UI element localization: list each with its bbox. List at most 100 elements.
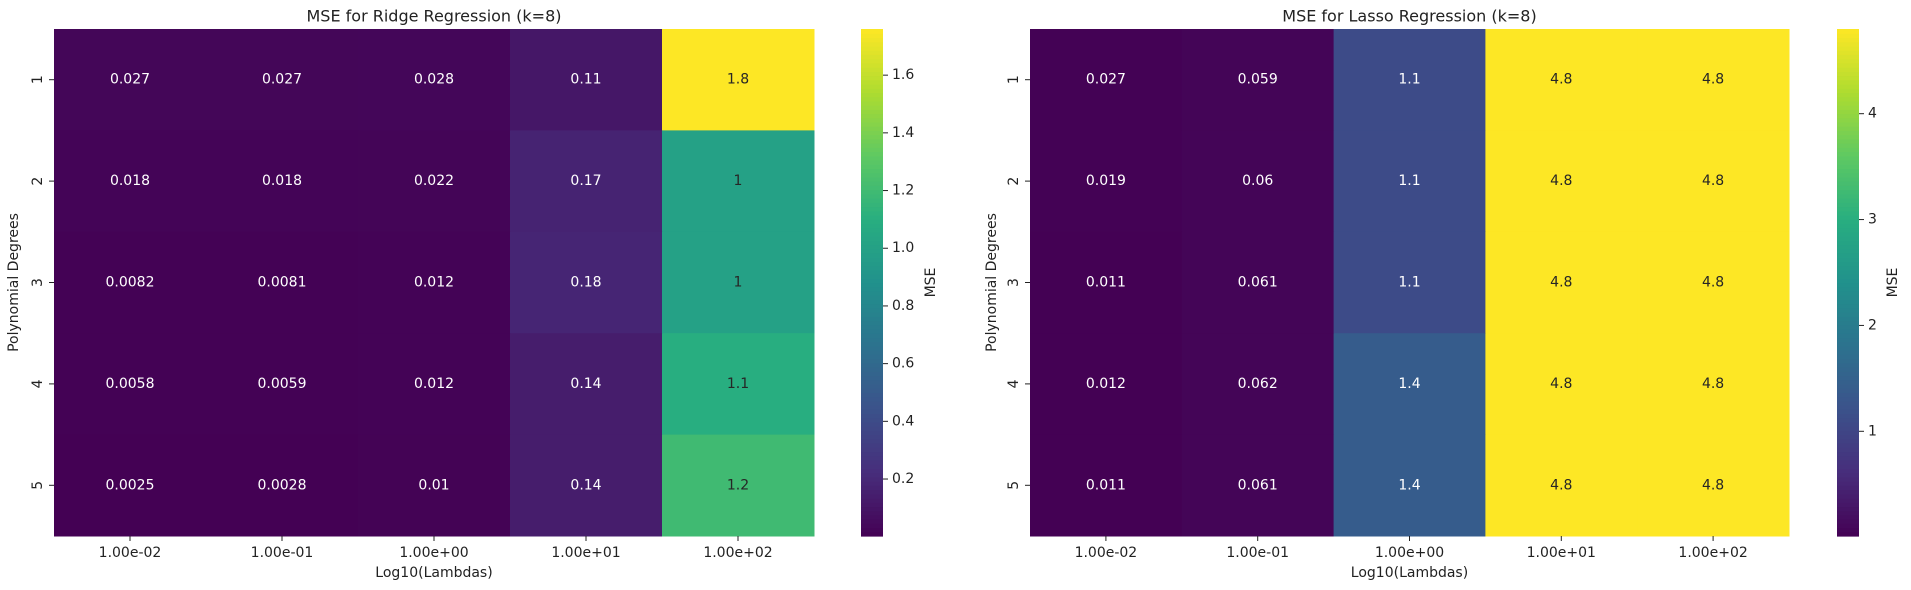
colorbar-segment bbox=[861, 210, 883, 216]
colorbar-segment bbox=[861, 523, 883, 529]
colorbar-segment bbox=[861, 147, 883, 153]
colorbar-segment bbox=[861, 413, 883, 419]
cell-label: 0.059 bbox=[1238, 72, 1278, 88]
cell-label: 0.019 bbox=[1086, 173, 1126, 189]
colorbar-segment bbox=[861, 257, 883, 262]
colorbar-segment bbox=[1837, 421, 1859, 427]
colorbar-segment bbox=[861, 168, 883, 174]
colorbar-segment bbox=[1837, 286, 1859, 292]
colorbar-segment bbox=[1837, 506, 1859, 512]
heatmap-cell bbox=[510, 29, 663, 131]
colorbar-segment bbox=[861, 189, 883, 195]
colorbar-segment bbox=[1837, 33, 1859, 39]
y-tick-label: 5 bbox=[30, 481, 46, 490]
x-tick-label: 1.00e-02 bbox=[1075, 545, 1138, 561]
chart-title: MSE for Ridge Regression (k=8) bbox=[307, 7, 562, 26]
colorbar-segment bbox=[861, 227, 883, 233]
colorbar-segment bbox=[861, 358, 883, 364]
cell-label: 1.1 bbox=[1398, 173, 1420, 189]
heatmap-cell bbox=[510, 333, 663, 436]
colorbar-segment bbox=[861, 299, 883, 305]
colorbar-segment bbox=[861, 231, 883, 237]
y-tick-label: 2 bbox=[1006, 177, 1022, 186]
colorbar-segment bbox=[1837, 88, 1859, 93]
colorbar-segment bbox=[1837, 105, 1859, 110]
colorbar-segment bbox=[1837, 464, 1859, 469]
colorbar-segment bbox=[1837, 354, 1859, 360]
colorbar-segment bbox=[861, 151, 883, 157]
colorbar-segment bbox=[1837, 117, 1859, 123]
colorbar-segment bbox=[861, 88, 883, 93]
heatmap-cell bbox=[358, 29, 511, 131]
heatmap-cell bbox=[510, 231, 663, 334]
heatmap-cell bbox=[662, 434, 815, 537]
cell-label: 0.011 bbox=[1086, 275, 1126, 291]
colorbar-segment bbox=[861, 269, 883, 275]
colorbar-segment bbox=[1837, 299, 1859, 305]
heatmap-cell bbox=[358, 231, 511, 334]
colorbar-segment bbox=[861, 121, 883, 127]
colorbar-label: MSE bbox=[1885, 268, 1901, 298]
cell-label: 1.4 bbox=[1398, 477, 1420, 493]
cell-label: 1.1 bbox=[1398, 275, 1420, 291]
x-axis-label: Log10(Lambdas) bbox=[375, 565, 492, 581]
colorbar-segment bbox=[861, 79, 883, 85]
colorbar-segment bbox=[861, 371, 883, 377]
colorbar-segment bbox=[861, 164, 883, 170]
colorbar-segment bbox=[861, 354, 883, 360]
heatmap-cell bbox=[662, 333, 815, 436]
heatmap-cell bbox=[206, 231, 359, 334]
heatmap-cell bbox=[358, 434, 511, 537]
colorbar-segment bbox=[861, 510, 883, 516]
colorbar-segment bbox=[1837, 231, 1859, 237]
cell-label: 0.027 bbox=[1086, 72, 1126, 88]
colorbar-segment bbox=[861, 434, 883, 440]
heatmap-cell bbox=[54, 434, 207, 537]
colorbar-tick-label: 1.2 bbox=[892, 183, 914, 199]
heatmap-cell bbox=[1485, 231, 1638, 334]
colorbar-segment bbox=[1837, 485, 1859, 491]
colorbar-segment bbox=[1837, 472, 1859, 478]
colorbar-segment bbox=[1837, 227, 1859, 233]
cell-label: 1 bbox=[734, 275, 743, 291]
colorbar-segment bbox=[1837, 451, 1859, 457]
colorbar-segment bbox=[1837, 176, 1859, 182]
colorbar-segment bbox=[1837, 164, 1859, 170]
colorbar-segment bbox=[1837, 265, 1859, 271]
colorbar-segment bbox=[861, 214, 883, 220]
colorbar-segment bbox=[861, 459, 883, 465]
colorbar-segment bbox=[861, 502, 883, 508]
colorbar-segment bbox=[1837, 244, 1859, 250]
colorbar-segment bbox=[861, 282, 883, 288]
colorbar-segment bbox=[861, 223, 883, 229]
colorbar-segment bbox=[861, 472, 883, 478]
colorbar-segment bbox=[861, 506, 883, 512]
colorbar-segment bbox=[861, 485, 883, 491]
colorbar-segment bbox=[1837, 350, 1859, 355]
y-tick-label: 5 bbox=[1006, 481, 1022, 490]
cell-label: 0.027 bbox=[110, 72, 150, 88]
colorbar-segment bbox=[1837, 358, 1859, 364]
heatmap-cell bbox=[1030, 29, 1183, 131]
x-tick-label: 1.00e-01 bbox=[251, 545, 314, 561]
cell-label: 1.1 bbox=[1398, 72, 1420, 88]
colorbar-segment bbox=[861, 176, 883, 182]
heatmap-cell bbox=[1030, 333, 1183, 436]
colorbar-segment bbox=[861, 155, 883, 161]
x-tick-label: 1.00e+00 bbox=[399, 545, 468, 561]
heatmap-cell bbox=[1181, 231, 1335, 334]
cell-label: 1.8 bbox=[727, 72, 749, 88]
cell-label: 0.14 bbox=[570, 477, 601, 493]
colorbar-segment bbox=[861, 383, 883, 389]
heatmap-cell bbox=[54, 29, 207, 131]
cell-label: 0.061 bbox=[1238, 275, 1278, 291]
heatmap-cell bbox=[662, 29, 815, 131]
colorbar-segment bbox=[1837, 147, 1859, 153]
colorbar-segment bbox=[861, 405, 883, 410]
colorbar-segment bbox=[861, 367, 883, 372]
colorbar-segment bbox=[861, 333, 883, 339]
cell-label: 4.8 bbox=[1702, 275, 1724, 291]
y-tick-label: 4 bbox=[30, 379, 46, 388]
cell-label: 0.06 bbox=[1242, 173, 1273, 189]
colorbar-segment bbox=[1837, 341, 1859, 347]
